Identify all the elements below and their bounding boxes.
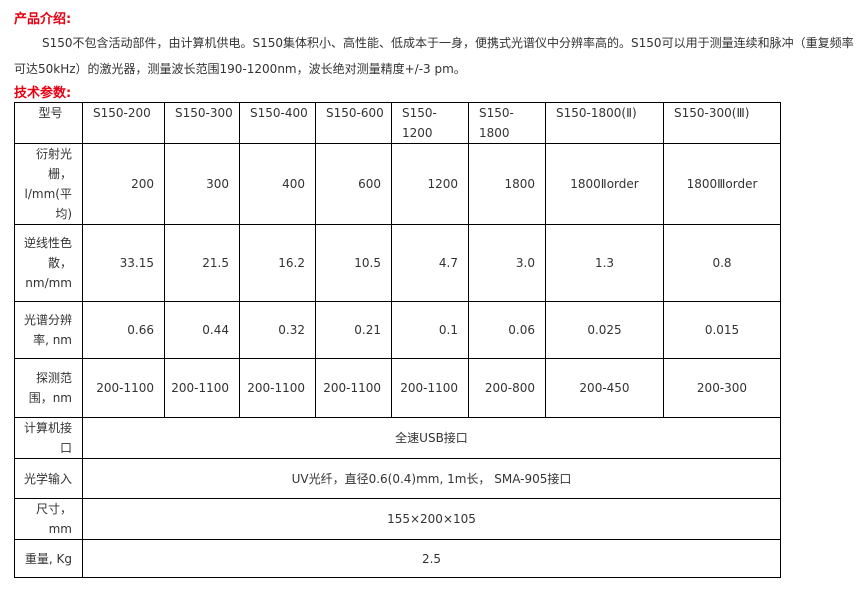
cell-value: 200-300: [663, 358, 781, 418]
table-row: 重量, Kg 2.5: [14, 539, 781, 578]
cell-value: 200-450: [545, 358, 664, 418]
row-value: 2.5: [82, 539, 781, 578]
spec-table: 型号 S150-200 S150-300 S150-400 S150-600 S150-1…: [14, 102, 781, 578]
cell-value: 300: [164, 143, 240, 225]
table-row: 计算机接口 全速USB接口: [14, 417, 781, 459]
row-label: 探测范围，nm: [14, 358, 83, 418]
table-row: 逆线性色散，nm/mm 33.15 21.5 16.2 10.5 4.7 3.0 1.3 0.8: [14, 224, 781, 302]
cell-value: 600: [315, 143, 392, 225]
cell-value: 0.32: [239, 301, 316, 359]
cell-value: 33.15: [82, 224, 165, 302]
cell-value: 0.1: [391, 301, 469, 359]
spec-heading: 技术参数:: [14, 86, 72, 101]
cell-value: 0.015: [663, 301, 781, 359]
cell-value: 200-1100: [391, 358, 469, 418]
cell-value: 1800Ⅲorder: [663, 143, 781, 225]
cell-value: 1800Ⅱorder: [545, 143, 664, 225]
cell-value: 3.0: [468, 224, 546, 302]
table-row: 探测范围，nm 200-1100 200-1100 200-1100 200-1100 2…: [14, 358, 781, 418]
cell-value: 1200: [391, 143, 469, 225]
header-cell: S150-1800: [468, 102, 546, 144]
cell-value: 0.8: [663, 224, 781, 302]
cell-value: 200-800: [468, 358, 546, 418]
header-cell: S150-300: [164, 102, 240, 144]
cell-value: 1.3: [545, 224, 664, 302]
cell-value: 10.5: [315, 224, 392, 302]
row-label: 光学输入: [14, 458, 83, 499]
intro-text: S150不包含活动部件，由计算机供电。S150集体积小、高性能、低成本于一身，便…: [14, 36, 854, 76]
cell-value: 16.2: [239, 224, 316, 302]
header-row: 型号 S150-200 S150-300 S150-400 S150-600 S150-1…: [14, 102, 781, 144]
cell-value: 0.025: [545, 301, 664, 359]
cell-value: 0.44: [164, 301, 240, 359]
row-label: 尺寸，mm: [14, 498, 83, 540]
row-label: 重量, Kg: [14, 539, 83, 578]
row-value: UV光纤，直径0.6(0.4)mm, 1m长， SMA-905接口: [82, 458, 781, 499]
intro-heading: 产品介绍:: [14, 12, 72, 27]
cell-value: 200-1100: [164, 358, 240, 418]
row-value: 全速USB接口: [82, 417, 781, 459]
header-cell: 型号: [14, 102, 83, 144]
cell-value: 200-1100: [82, 358, 165, 418]
header-cell: S150-400: [239, 102, 316, 144]
cell-value: 400: [239, 143, 316, 225]
cell-value: 1800: [468, 143, 546, 225]
row-label: 衍射光栅，l/mm(平均): [14, 143, 83, 225]
cell-value: 200: [82, 143, 165, 225]
cell-value: 200-1100: [315, 358, 392, 418]
cell-value: 4.7: [391, 224, 469, 302]
table-row: 光学输入 UV光纤，直径0.6(0.4)mm, 1m长， SMA-905接口: [14, 458, 781, 499]
header-cell: S150-200: [82, 102, 165, 144]
row-label: 计算机接口: [14, 417, 83, 459]
cell-value: 0.06: [468, 301, 546, 359]
row-label: 光谱分辨率, nm: [14, 301, 83, 359]
row-value: 155×200×105: [82, 498, 781, 540]
table-row: 光谱分辨率, nm 0.66 0.44 0.32 0.21 0.1 0.06 0.025 0.0…: [14, 301, 781, 359]
header-cell: S150-1200: [391, 102, 469, 144]
cell-value: 0.21: [315, 301, 392, 359]
cell-value: 200-1100: [239, 358, 316, 418]
table-row: 尺寸，mm 155×200×105: [14, 498, 781, 540]
row-label: 逆线性色散，nm/mm: [14, 224, 83, 302]
header-cell: S150-300(Ⅲ): [663, 102, 781, 144]
cell-value: 0.66: [82, 301, 165, 359]
table-row: 衍射光栅，l/mm(平均) 200 300 400 600 1200 1800 1800Ⅱor…: [14, 143, 781, 225]
cell-value: 21.5: [164, 224, 240, 302]
header-cell: S150-1800(Ⅱ): [545, 102, 664, 144]
header-cell: S150-600: [315, 102, 392, 144]
